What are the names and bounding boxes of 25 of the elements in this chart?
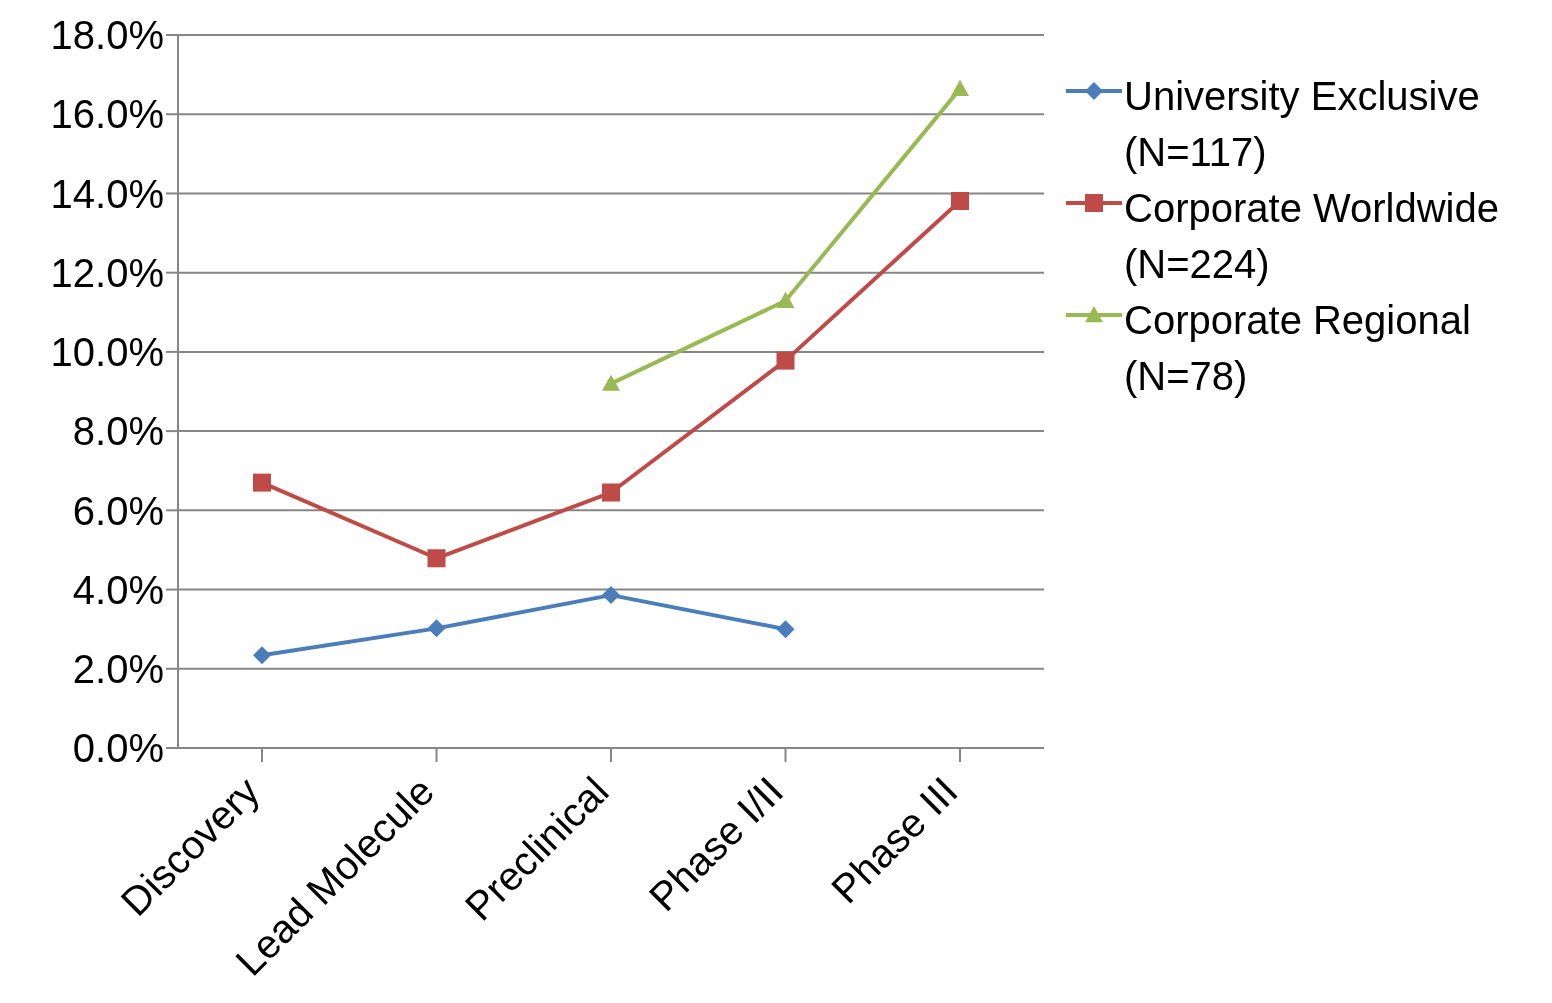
point <box>776 351 795 370</box>
y-tick-label: 16.0% <box>50 92 164 137</box>
y-tick-label: 0.0% <box>72 726 164 771</box>
point <box>776 620 795 639</box>
legend-label: Corporate Regional (N=78) <box>1124 297 1472 400</box>
y-tick-label: 14.0% <box>50 171 164 216</box>
y-tick-label: 12.0% <box>50 250 164 295</box>
y-tick-label: 10.0% <box>50 330 164 375</box>
y-tick-label: 2.0% <box>72 646 164 691</box>
y-tick-label: 18.0% <box>50 13 164 58</box>
y-tick-label: 4.0% <box>72 567 164 612</box>
legend-label: Corporate Worldwide (N=224) <box>1124 185 1500 288</box>
y-tick-label: 6.0% <box>72 488 164 533</box>
point <box>951 79 969 97</box>
point <box>602 586 620 605</box>
point <box>253 646 271 665</box>
point <box>602 374 620 391</box>
point <box>776 291 795 308</box>
point <box>427 549 446 568</box>
point <box>253 473 271 492</box>
point <box>602 483 620 502</box>
point <box>427 619 446 638</box>
y-tick-label: 8.0% <box>72 409 164 454</box>
legend-label: University Exclusive (N=117) <box>1124 73 1481 176</box>
point <box>951 191 969 210</box>
